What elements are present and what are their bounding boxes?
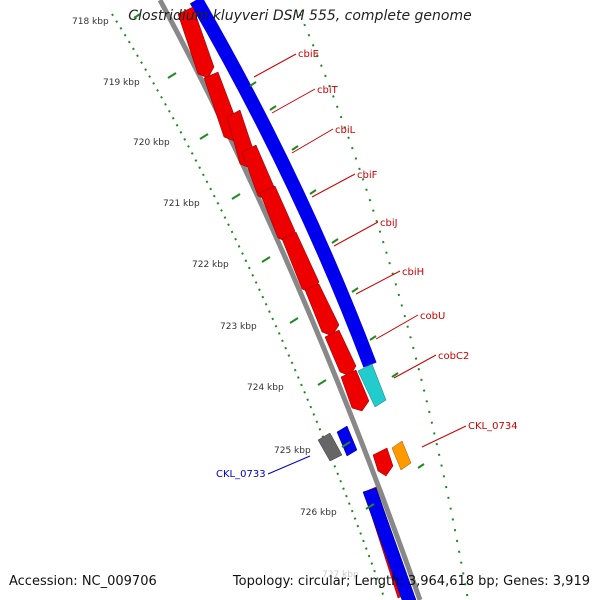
accession-text: Accession: NC_009706 <box>9 574 157 589</box>
label-leaders <box>253 53 467 475</box>
tick-label-720: 720 kbp <box>133 138 170 148</box>
gene-label-cobC2: cobC2 <box>438 351 469 362</box>
map-title: Clostridium kluyveri DSM 555, complete g… <box>128 8 472 24</box>
gene-label-CKL_0733: CKL_0733 <box>216 469 266 480</box>
tick-track <box>111 13 469 600</box>
kbp-tick-marks <box>133 13 425 510</box>
tick-label-722: 722 kbp <box>192 260 229 270</box>
gene-orange <box>391 440 412 471</box>
backbone-line <box>157 0 423 600</box>
tick-label-726: 726 kbp <box>300 508 337 518</box>
tick-label-721: 721 kbp <box>163 199 200 209</box>
gene-gray <box>317 432 343 462</box>
gene-labels: cbiE cbiT cbiL cbiF cbiJ cbiH cobU cobC2… <box>216 49 518 480</box>
tick-label-727: 727 kbp <box>322 570 359 580</box>
genome-summary-text: Topology: circular; Length: 3,964,618 bp… <box>232 574 590 589</box>
forward-strand-cds <box>189 0 377 368</box>
gene-label-cbiH: cbiH <box>402 267 424 278</box>
tick-label-718: 718 kbp <box>72 17 109 27</box>
gene-label-CKL_0734: CKL_0734 <box>468 421 518 432</box>
gene-label-cbiJ: cbiJ <box>380 218 398 229</box>
forward-genes-lower <box>336 425 417 600</box>
tick-label-725: 725 kbp <box>274 446 311 456</box>
tick-label-724: 724 kbp <box>247 383 284 393</box>
gene-cyan <box>357 363 387 408</box>
gene-label-cbiT: cbiT <box>317 85 339 96</box>
gene-label-cbiE: cbiE <box>298 49 319 60</box>
tick-labels: 718 kbp 719 kbp 720 kbp 721 kbp 722 kbp … <box>72 17 359 580</box>
tick-label-723: 723 kbp <box>220 322 257 332</box>
gene-label-cbiL: cbiL <box>335 125 356 136</box>
tick-label-719: 719 kbp <box>103 78 140 88</box>
gene-label-cobU: cobU <box>420 311 445 322</box>
gene-label-cbiF: cbiF <box>357 170 378 181</box>
